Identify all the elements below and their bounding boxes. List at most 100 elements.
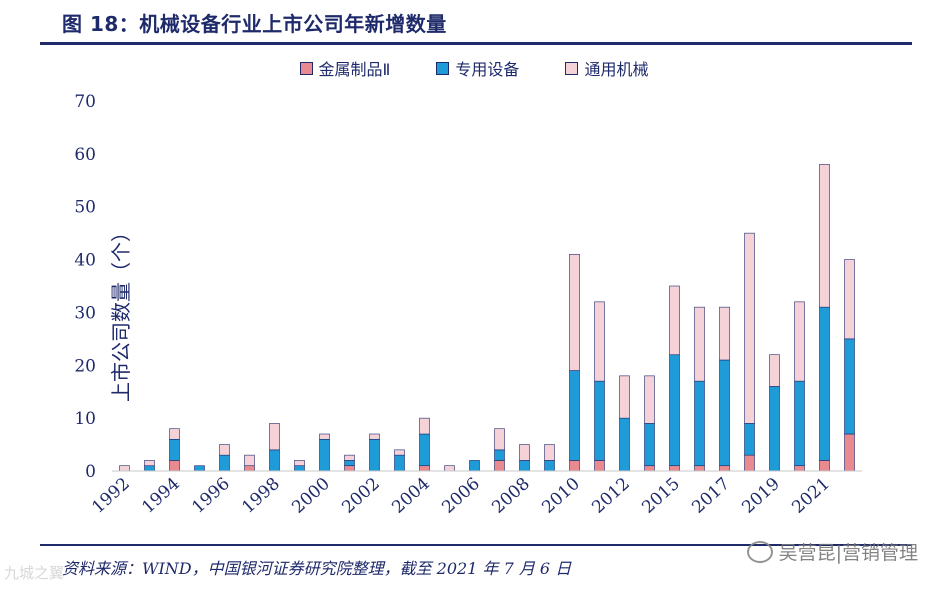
bar-segment-special-1998 — [269, 449, 280, 472]
bar-segment-special-2004 — [419, 433, 430, 467]
legend-item-general: 通用机械 — [565, 56, 648, 80]
legend-label-metal: 金属制品Ⅱ — [318, 60, 391, 79]
x-tick-label: 1996 — [188, 474, 234, 518]
bar-segment-general-2019 — [794, 301, 805, 382]
bar-segment-special-2011 — [594, 380, 605, 461]
bar-segment-special-2015 — [694, 380, 705, 467]
bar-segment-special-2013 — [644, 423, 655, 467]
bar-segment-general-1998 — [269, 423, 280, 451]
y-tick-label: 60 — [74, 145, 96, 165]
bar-segment-special-2010 — [569, 370, 580, 461]
bar-segment-special-2018 — [769, 386, 780, 472]
y-tick-label: 20 — [74, 356, 96, 376]
bar-segment-metal-2007 — [494, 460, 505, 472]
wechat-icon — [746, 540, 773, 563]
legend-swatch-general — [565, 61, 579, 75]
bar-segment-special-1996 — [219, 454, 230, 472]
y-axis-ticks: 0 10 20 30 40 50 60 70 — [74, 92, 96, 482]
x-tick-label: 1994 — [138, 474, 184, 518]
bar-segment-metal-2019 — [794, 465, 805, 472]
bar-segment-metal-2001 — [344, 465, 355, 472]
legend-item-special: 专用设备 — [436, 56, 519, 80]
bar-segment-special-2020 — [819, 306, 830, 461]
x-tick-label: 2021 — [788, 474, 834, 518]
x-tick-label: 2017 — [688, 474, 734, 518]
bar-segment-general-2015 — [694, 306, 705, 382]
bar-segment-general-2021 — [844, 259, 855, 340]
chart-title: 图 18：机械设备行业上市公司年新增数量 — [62, 12, 447, 36]
y-axis-label: 上市公司数量（个） — [109, 222, 133, 402]
bar-segment-general-2014 — [669, 285, 680, 356]
bar-segment-special-1993 — [144, 465, 155, 472]
bar-segment-general-2018 — [769, 354, 780, 387]
bar-segment-general-1992 — [119, 465, 130, 472]
x-tick-label: 1998 — [238, 474, 284, 518]
bar-segment-metal-2010 — [569, 460, 580, 472]
y-tick-label: 50 — [74, 198, 96, 218]
bar-segment-general-2009 — [544, 444, 555, 461]
y-tick-label: 10 — [74, 409, 96, 429]
source-note: 资料来源：WIND，中国银河证券研究院整理，截至 2021 年 7 月 6 日 — [62, 559, 572, 578]
x-tick-label: 2002 — [338, 474, 384, 518]
bar-segment-metal-2021 — [844, 433, 855, 472]
bar-segment-metal-1997 — [244, 465, 255, 472]
bar-segment-special-2008 — [519, 460, 530, 472]
x-tick-label: 2004 — [388, 474, 434, 518]
y-tick-label: 70 — [74, 92, 96, 112]
bar-segment-general-2001 — [344, 454, 355, 461]
x-tick-label: 2012 — [588, 474, 634, 518]
bar-segment-special-2014 — [669, 354, 680, 467]
bar-segment-special-2003 — [394, 454, 405, 472]
bar-segment-general-2017 — [744, 232, 755, 424]
legend: 金属制品Ⅱ 专用设备 通用机械 — [0, 56, 948, 80]
bar-segment-special-1999 — [294, 465, 305, 472]
bar-segment-special-1994 — [169, 438, 180, 461]
bar-segment-metal-1994 — [169, 460, 180, 472]
bar-segment-special-2009 — [544, 460, 555, 472]
bar-segment-general-2003 — [394, 449, 405, 456]
bar-segment-special-2007 — [494, 449, 505, 461]
bar-segment-general-2012 — [619, 375, 630, 419]
bar-segment-general-1996 — [219, 444, 230, 456]
bars — [119, 164, 855, 472]
bar-segment-general-2013 — [644, 375, 655, 424]
bar-segment-general-2002 — [369, 433, 380, 440]
bar-segment-general-2011 — [594, 301, 605, 382]
watermark-right: 吴营昆|营销管理 — [746, 538, 918, 565]
x-tick-label: 2006 — [438, 474, 484, 518]
x-axis-ticks: 1992 1994 1996 1998 2000 2002 2004 2006 2008 2010… — [88, 474, 834, 518]
bar-segment-special-2001 — [344, 460, 355, 467]
x-tick-label: 2010 — [538, 474, 584, 518]
bar-segment-metal-2016 — [719, 465, 730, 472]
legend-swatch-special — [436, 61, 450, 75]
bar-segment-special-2000 — [319, 438, 330, 472]
bar-segment-metal-2015 — [694, 465, 705, 472]
source-rule — [40, 544, 912, 546]
bar-segment-general-1994 — [169, 428, 180, 440]
watermark-right-text: 吴营昆|营销管理 — [778, 542, 918, 564]
bar-segment-general-2016 — [719, 306, 730, 361]
bar-segment-metal-2020 — [819, 460, 830, 472]
title-rule — [40, 42, 912, 45]
bar-segment-general-2020 — [819, 164, 830, 308]
bar-segment-general-2000 — [319, 433, 330, 440]
y-tick-label: 40 — [74, 251, 96, 271]
bar-segment-general-1997 — [244, 454, 255, 467]
bar-segment-general-2010 — [569, 253, 580, 371]
bar-segment-special-2017 — [744, 423, 755, 456]
bar-segment-metal-2017 — [744, 454, 755, 472]
x-tick-label: 2019 — [738, 474, 784, 518]
bar-segment-metal-2013 — [644, 465, 655, 472]
bar-segment-special-2019 — [794, 380, 805, 467]
bar-segment-special-2012 — [619, 417, 630, 472]
legend-label-special: 专用设备 — [455, 60, 520, 79]
bar-segment-general-2007 — [494, 428, 505, 451]
x-tick-label: 2000 — [288, 474, 334, 518]
bar-segment-special-2002 — [369, 438, 380, 472]
bar-segment-special-2006 — [469, 460, 480, 472]
bar-segment-special-2016 — [719, 359, 730, 467]
x-tick-label: 2008 — [488, 474, 534, 518]
bar-segment-metal-2011 — [594, 460, 605, 472]
legend-item-metal: 金属制品Ⅱ — [299, 56, 391, 80]
watermark-left: 九城之翼 — [4, 564, 65, 582]
